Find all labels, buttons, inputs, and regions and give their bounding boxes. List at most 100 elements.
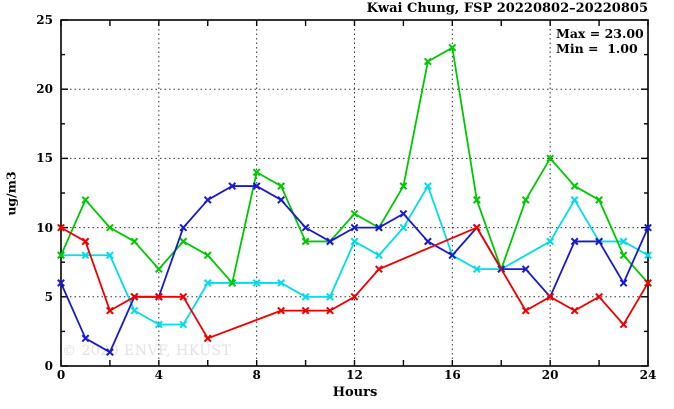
series-red-marker xyxy=(595,292,603,301)
series-green-marker xyxy=(277,182,286,190)
series-green-marker xyxy=(521,196,530,204)
series-green-marker xyxy=(570,182,579,190)
series-cyan-marker xyxy=(546,237,555,246)
series-cyan-marker xyxy=(399,223,408,232)
series-red-marker xyxy=(81,237,90,246)
series-cyan-marker xyxy=(326,292,334,301)
y-axis-label: ug/m3 xyxy=(3,171,19,216)
watermark: © 2020 ENVF, HKUST xyxy=(62,343,232,359)
series-blue-marker xyxy=(277,196,286,204)
series-green-marker xyxy=(203,251,212,260)
y-tick-label: 15 xyxy=(36,151,53,166)
series-blue-marker xyxy=(399,209,408,218)
series-blue-marker xyxy=(350,223,359,232)
series-red-marker xyxy=(619,320,628,329)
series-red-marker xyxy=(570,306,579,315)
y-tick-label: 20 xyxy=(36,82,53,97)
series-green-marker xyxy=(130,237,139,246)
series-green-marker xyxy=(399,182,408,190)
series-blue-marker xyxy=(644,223,652,232)
legend-max-value: Max = 23.00 xyxy=(556,26,644,41)
series-blue-marker xyxy=(81,334,90,343)
series-green-marker xyxy=(252,168,261,177)
series-blue-marker xyxy=(448,251,457,260)
series-cyan-marker xyxy=(203,279,212,287)
y-tick-label: 10 xyxy=(36,220,53,235)
x-tick-label: 12 xyxy=(346,368,363,382)
series-blue-marker xyxy=(203,196,212,204)
x-tick-label: 0 xyxy=(56,368,66,382)
x-tick-label: 24 xyxy=(639,368,657,382)
series-blue-marker xyxy=(423,237,432,246)
plot-frame xyxy=(60,19,649,367)
series-red-marker xyxy=(179,292,188,301)
series-blue-marker xyxy=(228,182,237,190)
series-green-marker xyxy=(154,265,163,274)
series-blue-marker xyxy=(326,237,334,246)
x-tick-label: 20 xyxy=(541,368,559,382)
series-green-marker xyxy=(546,154,555,163)
y-tick-label: 0 xyxy=(44,359,53,373)
series-red-marker xyxy=(644,279,652,287)
chart-title: Kwai Chung, FSP 20220802–20220805 xyxy=(366,1,648,16)
stats-legend: Max = 23.00 Min = 1.00 xyxy=(556,26,644,56)
series-green-marker xyxy=(448,43,457,52)
series-green-marker xyxy=(619,251,628,260)
series-green-marker xyxy=(81,196,90,204)
series-blue-marker xyxy=(570,237,579,246)
series-cyan-marker xyxy=(472,265,481,274)
series-red-marker xyxy=(350,292,359,301)
series-cyan-marker xyxy=(130,306,139,315)
series-red-marker xyxy=(521,306,530,315)
y-tick-label: 25 xyxy=(36,13,53,27)
series-green-marker xyxy=(350,209,359,218)
series-green-marker xyxy=(57,251,65,260)
series-red-marker xyxy=(277,306,286,315)
series-blue-marker xyxy=(521,265,530,274)
series-cyan-marker xyxy=(350,237,359,246)
series-cyan-marker xyxy=(570,196,579,204)
series-green-marker xyxy=(106,223,114,232)
series-cyan-marker xyxy=(423,182,432,190)
x-tick-label: 16 xyxy=(443,368,461,382)
series-red-marker xyxy=(154,292,163,301)
series-blue-marker xyxy=(619,279,628,287)
series-green-marker xyxy=(423,57,432,66)
series-cyan-marker xyxy=(179,320,188,329)
y-tick-label: 5 xyxy=(44,289,53,304)
series-green-marker xyxy=(472,196,481,204)
series-blue-marker xyxy=(375,223,383,232)
series-blue-marker xyxy=(301,223,310,232)
series-green-marker xyxy=(179,237,188,246)
series-cyan-marker xyxy=(619,237,628,246)
x-tick-label: 8 xyxy=(252,368,261,382)
series-red-marker xyxy=(106,306,114,315)
series-blue-marker xyxy=(106,348,114,357)
series-red-marker xyxy=(57,223,65,232)
series-cyan-marker xyxy=(644,251,652,260)
x-tick-label: 4 xyxy=(154,368,163,382)
series-cyan-marker xyxy=(252,279,261,287)
series-red-marker xyxy=(130,292,139,301)
series-cyan-line xyxy=(61,185,649,326)
series-cyan-marker xyxy=(154,320,163,329)
series-green-marker xyxy=(595,196,603,204)
series-red-marker xyxy=(472,223,481,232)
series-cyan-marker xyxy=(106,251,114,260)
series-blue-marker xyxy=(179,223,188,232)
series-red-marker xyxy=(546,292,555,301)
x-axis-label: Hours xyxy=(332,385,378,400)
series-cyan-marker xyxy=(277,279,286,287)
series-blue-marker xyxy=(595,237,603,246)
series-cyan-marker xyxy=(375,251,383,260)
series-cyan-marker xyxy=(301,292,310,301)
series-red-marker xyxy=(203,334,212,343)
series-blue-marker xyxy=(252,182,261,190)
series-red-marker xyxy=(301,306,310,315)
series-green-marker xyxy=(301,237,310,246)
series-blue-marker xyxy=(57,279,65,287)
series-cyan-marker xyxy=(81,251,90,260)
series-red-marker xyxy=(375,265,383,274)
